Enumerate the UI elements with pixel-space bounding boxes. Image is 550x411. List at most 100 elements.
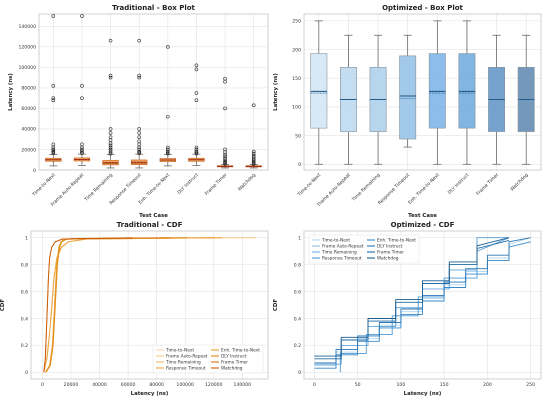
y-tick-label: 0: [298, 370, 301, 376]
chart-panel-2: Optimized - Box Plot 0 50 100 150 200 250 Time-…: [273, 4, 542, 219]
outlier-point: [194, 151, 199, 156]
outlier-point: [194, 63, 199, 68]
y-tick-label: 250: [292, 19, 301, 25]
outlier-point: [51, 149, 56, 154]
x-tick-label: 150: [440, 382, 449, 388]
x-tick-label: 100: [396, 382, 405, 388]
y-tick-label: 0.4: [294, 316, 301, 322]
outlier-point: [51, 96, 56, 100]
box-body: [458, 53, 476, 129]
y-tick-label: 140000: [18, 24, 36, 30]
y-tick-label: 50: [295, 133, 301, 139]
outlier-point: [108, 127, 113, 131]
outlier-point: [108, 150, 113, 155]
outlier-point: [223, 106, 227, 111]
legend-label: Time-to-Next: [165, 348, 194, 354]
outlier-point: [137, 127, 141, 131]
outlier-point: [108, 73, 113, 78]
x-tick-label: 200: [483, 382, 492, 388]
x-tick-label: Watchdog: [237, 172, 258, 193]
x-tick-label: 60000: [121, 382, 136, 388]
outlier-point: [223, 150, 227, 154]
plot-frame: [303, 13, 542, 171]
y-tick-label: 60000: [21, 106, 36, 112]
y-tick-label: 150: [292, 76, 301, 82]
outlier-point: [223, 147, 227, 152]
x-tick-label: Time Remaining: [83, 172, 114, 203]
box-2: [339, 34, 357, 165]
y-tick-label: 0: [25, 370, 28, 376]
outlier-point: [137, 73, 141, 78]
outlier-point: [166, 150, 170, 155]
x-tick-label: Time-to-Next: [31, 172, 57, 198]
y-tick-label: 80000: [21, 86, 36, 92]
legend-label: Time Remaining: [321, 250, 357, 256]
legend-label: Watchdog: [377, 256, 399, 262]
outlier-point: [80, 84, 84, 88]
x-tick-label: Frame Timer: [475, 172, 500, 197]
outlier-point: [251, 162, 256, 166]
series-line-8: [314, 237, 510, 357]
y-tick-label: 0.6: [21, 289, 28, 295]
legend-label: Watchdog: [221, 366, 243, 372]
x-tick-label: 50: [355, 382, 361, 388]
chart-panel-3: Traditional - CDF 0 0.2 0.4 0.6 0.8 1 0 20000 400…: [0, 221, 269, 397]
y-tick-label: 100000: [18, 65, 36, 71]
x-axis-label: Latency (ns): [404, 391, 442, 397]
y-axis-label: Latency (ns): [273, 73, 279, 111]
outlier-point: [108, 38, 113, 43]
series-line-8: [43, 237, 133, 373]
outlier-point: [251, 156, 256, 161]
outlier-point: [80, 96, 84, 100]
box-8: [245, 103, 262, 169]
outlier-point: [194, 67, 199, 72]
box-5: [159, 45, 176, 167]
plot-frame: [303, 230, 542, 380]
outlier-point: [108, 141, 113, 146]
x-tick-label: Frame Auto-Repeat: [316, 172, 352, 208]
legend-label: Time Remaining: [165, 360, 201, 366]
series-line-3: [314, 237, 510, 365]
y-tick-label: 40000: [21, 127, 36, 133]
outlier-point: [108, 131, 113, 135]
y-tick-label: 100: [292, 105, 301, 111]
outlier-point: [194, 145, 199, 150]
box-3: [102, 38, 119, 169]
box-8: [517, 34, 535, 165]
y-axis-label: CDF: [273, 299, 279, 311]
y-tick-label: 0.2: [294, 343, 301, 349]
legend-label: Enh. Time-to-Next: [377, 238, 416, 244]
x-tick-label: Response Timeout: [377, 172, 411, 206]
x-tick-label: Enh. Time-to-Next: [407, 172, 441, 206]
outlier-point: [108, 75, 113, 80]
legend-label: Time-to-Next: [321, 238, 350, 244]
outlier-point: [251, 103, 256, 108]
x-tick-label: 0: [41, 382, 44, 388]
outlier-point: [51, 84, 56, 88]
legend-label: DLY Instruct: [221, 354, 247, 360]
outlier-point: [80, 14, 84, 18]
y-tick-label: 200: [292, 47, 301, 53]
outlier-point: [108, 145, 113, 150]
outlier-point: [194, 149, 199, 154]
series-line-4: [43, 237, 223, 373]
x-tick-label: 0: [313, 382, 316, 388]
chart-title: Traditional - CDF: [117, 221, 183, 229]
legend-label: Frame Timer: [221, 360, 248, 366]
x-tick-label: Time Remaining: [350, 172, 381, 203]
chart-panel-1: Traditional - Box Plot 0 20000 40000 60000 80…: [8, 4, 269, 219]
outlier-point: [137, 149, 141, 154]
outlier-point: [108, 151, 113, 156]
outlier-point: [251, 151, 256, 156]
outlier-point: [251, 149, 256, 154]
x-tick-label: Frame Timer: [204, 172, 229, 197]
legend-label: DLY Instruct: [377, 244, 403, 250]
outlier-point: [137, 145, 141, 150]
x-tick-label: 140000: [234, 382, 252, 388]
chart-title: Optimized - Box Plot: [382, 4, 463, 12]
outlier-point: [137, 38, 141, 43]
y-tick-label: 20000: [21, 147, 36, 153]
outlier-point: [108, 143, 113, 148]
outlier-point: [166, 149, 170, 154]
